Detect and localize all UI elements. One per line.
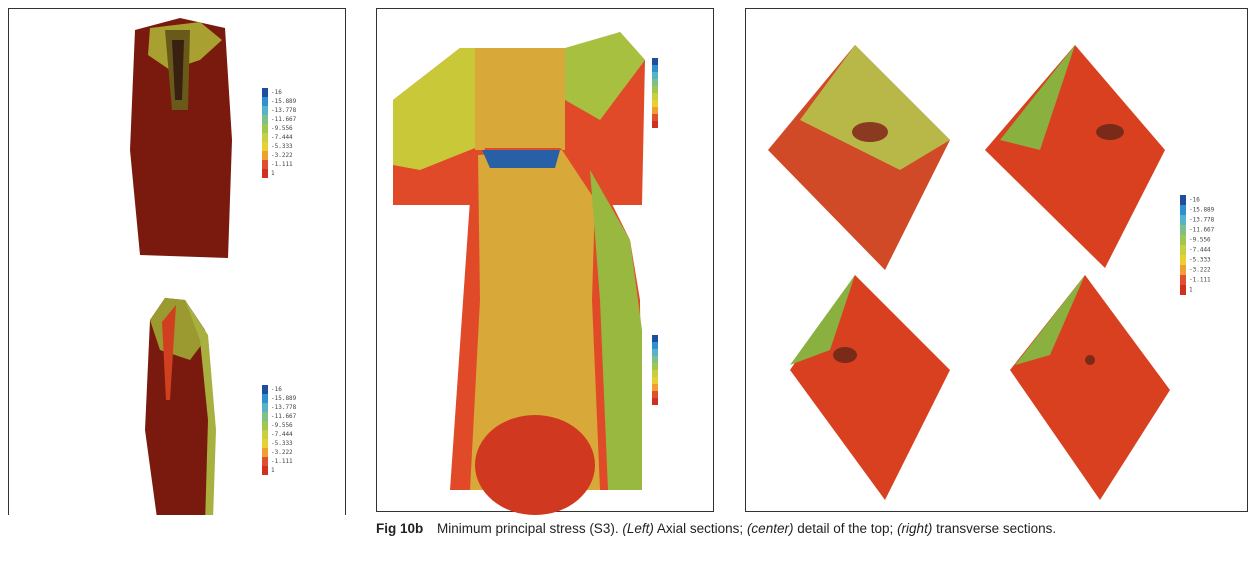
legend-swatch xyxy=(652,384,658,391)
legend-swatch xyxy=(1180,205,1186,215)
legend-swatch xyxy=(262,403,268,412)
legend-swatch xyxy=(1180,215,1186,225)
legend-label: -13.778 xyxy=(1189,217,1215,224)
legend-label: -7.444 xyxy=(271,134,293,141)
transverse-section-4 xyxy=(1010,275,1170,500)
legend-label: 1 xyxy=(271,170,275,177)
legend-swatch xyxy=(652,100,658,107)
caption-text: (right) xyxy=(897,521,932,536)
legend-swatch xyxy=(262,457,268,466)
figure-panels: -16 -15.889 -13.778 -11.667 -9.556 -7.444 -5.3… xyxy=(0,0,1248,515)
legend-label: -11.667 xyxy=(271,413,297,420)
page: -16 -15.889 -13.778 -11.667 -9.556 -7.444 -5.3… xyxy=(0,0,1248,573)
legend-label: -9.556 xyxy=(271,125,293,132)
legend-swatch xyxy=(1180,285,1186,295)
legend-swatch xyxy=(262,448,268,457)
legend-label: 1 xyxy=(271,467,275,474)
legend-swatch xyxy=(1180,235,1186,245)
legend-label: -1.111 xyxy=(1189,277,1211,284)
legend-swatch xyxy=(652,370,658,377)
legend-swatch xyxy=(262,88,268,97)
legend-swatch xyxy=(262,439,268,448)
legend-swatch xyxy=(262,124,268,133)
legend-swatch xyxy=(652,93,658,100)
legend-label: -15.889 xyxy=(1189,207,1215,214)
legend-label: 1 xyxy=(1189,287,1193,294)
right-panel-frame xyxy=(746,9,1248,512)
legend-swatch xyxy=(652,335,658,342)
legend-swatch xyxy=(262,466,268,475)
legend-swatch xyxy=(262,133,268,142)
legend-swatch xyxy=(262,97,268,106)
transverse-section-2 xyxy=(985,45,1165,268)
legend-label: -3.222 xyxy=(271,152,293,159)
legend-label: -15.889 xyxy=(271,395,297,402)
legend-swatch xyxy=(652,72,658,79)
legend-swatch xyxy=(1180,255,1186,265)
legend-label: -5.333 xyxy=(1189,257,1211,264)
legend-swatch xyxy=(652,398,658,405)
legend-swatch xyxy=(652,356,658,363)
legend-label: -15.889 xyxy=(271,98,297,105)
legend-swatch xyxy=(262,151,268,160)
legend-swatch xyxy=(652,363,658,370)
legend-label: -9.556 xyxy=(1189,237,1211,244)
legend-swatch xyxy=(652,114,658,121)
legend-swatch xyxy=(262,142,268,151)
legend-label: -3.222 xyxy=(271,449,293,456)
caption-text: transverse sections. xyxy=(936,521,1056,536)
caption-text: detail of the top; xyxy=(797,521,893,536)
legend-label: -9.556 xyxy=(271,422,293,429)
legend-swatch xyxy=(1180,275,1186,285)
legend-label: -11.667 xyxy=(1189,227,1215,234)
legend-label: -1.111 xyxy=(271,458,293,465)
legend-swatch xyxy=(652,342,658,349)
legend-label: -7.444 xyxy=(1189,247,1211,254)
legend-label: -1.111 xyxy=(271,161,293,168)
caption-text: Minimum principal stress (S3). xyxy=(437,521,619,536)
legend-swatch xyxy=(262,421,268,430)
caption-label: Fig 10b xyxy=(376,521,423,536)
legend-label: -5.333 xyxy=(271,440,293,447)
legend-swatch xyxy=(262,115,268,124)
axial-section-top xyxy=(130,18,232,258)
figure-caption: Fig 10b Minimum principal stress (S3). (… xyxy=(376,520,1242,537)
caption-text: (center) xyxy=(747,521,794,536)
caption-text: (Left) xyxy=(622,521,654,536)
transverse-section-1 xyxy=(768,45,950,270)
legend-label: -3.222 xyxy=(1189,267,1211,274)
legend-swatch xyxy=(262,430,268,439)
legend-swatch xyxy=(652,65,658,72)
legend-label: -13.778 xyxy=(271,107,297,114)
legend-label: -16 xyxy=(271,386,282,393)
legend-swatch xyxy=(262,169,268,178)
caption-text: Axial sections; xyxy=(657,521,743,536)
transverse-section-3 xyxy=(790,275,950,500)
legend-label: -5.333 xyxy=(271,143,293,150)
legend-swatch xyxy=(652,121,658,128)
axial-section-bottom xyxy=(145,298,216,515)
legend-swatch xyxy=(652,391,658,398)
legend-swatch xyxy=(652,107,658,114)
legend-label: -16 xyxy=(271,89,282,96)
legend-label: -16 xyxy=(1189,197,1200,204)
legend-label: -7.444 xyxy=(271,431,293,438)
legend-swatch xyxy=(652,58,658,65)
legend-swatch xyxy=(652,349,658,356)
legend-swatch xyxy=(1180,265,1186,275)
legend-swatch xyxy=(262,385,268,394)
legend-swatch xyxy=(262,394,268,403)
legend-label: -13.778 xyxy=(271,404,297,411)
legend-swatch xyxy=(1180,225,1186,235)
legend-swatch xyxy=(652,79,658,86)
legend-swatch xyxy=(652,86,658,93)
legend-swatch xyxy=(262,412,268,421)
legend-swatch xyxy=(262,106,268,115)
legend-swatch xyxy=(262,160,268,169)
legend-swatch xyxy=(1180,245,1186,255)
legend-swatch xyxy=(1180,195,1186,205)
legend-label: -11.667 xyxy=(271,116,297,123)
legend-swatch xyxy=(652,377,658,384)
